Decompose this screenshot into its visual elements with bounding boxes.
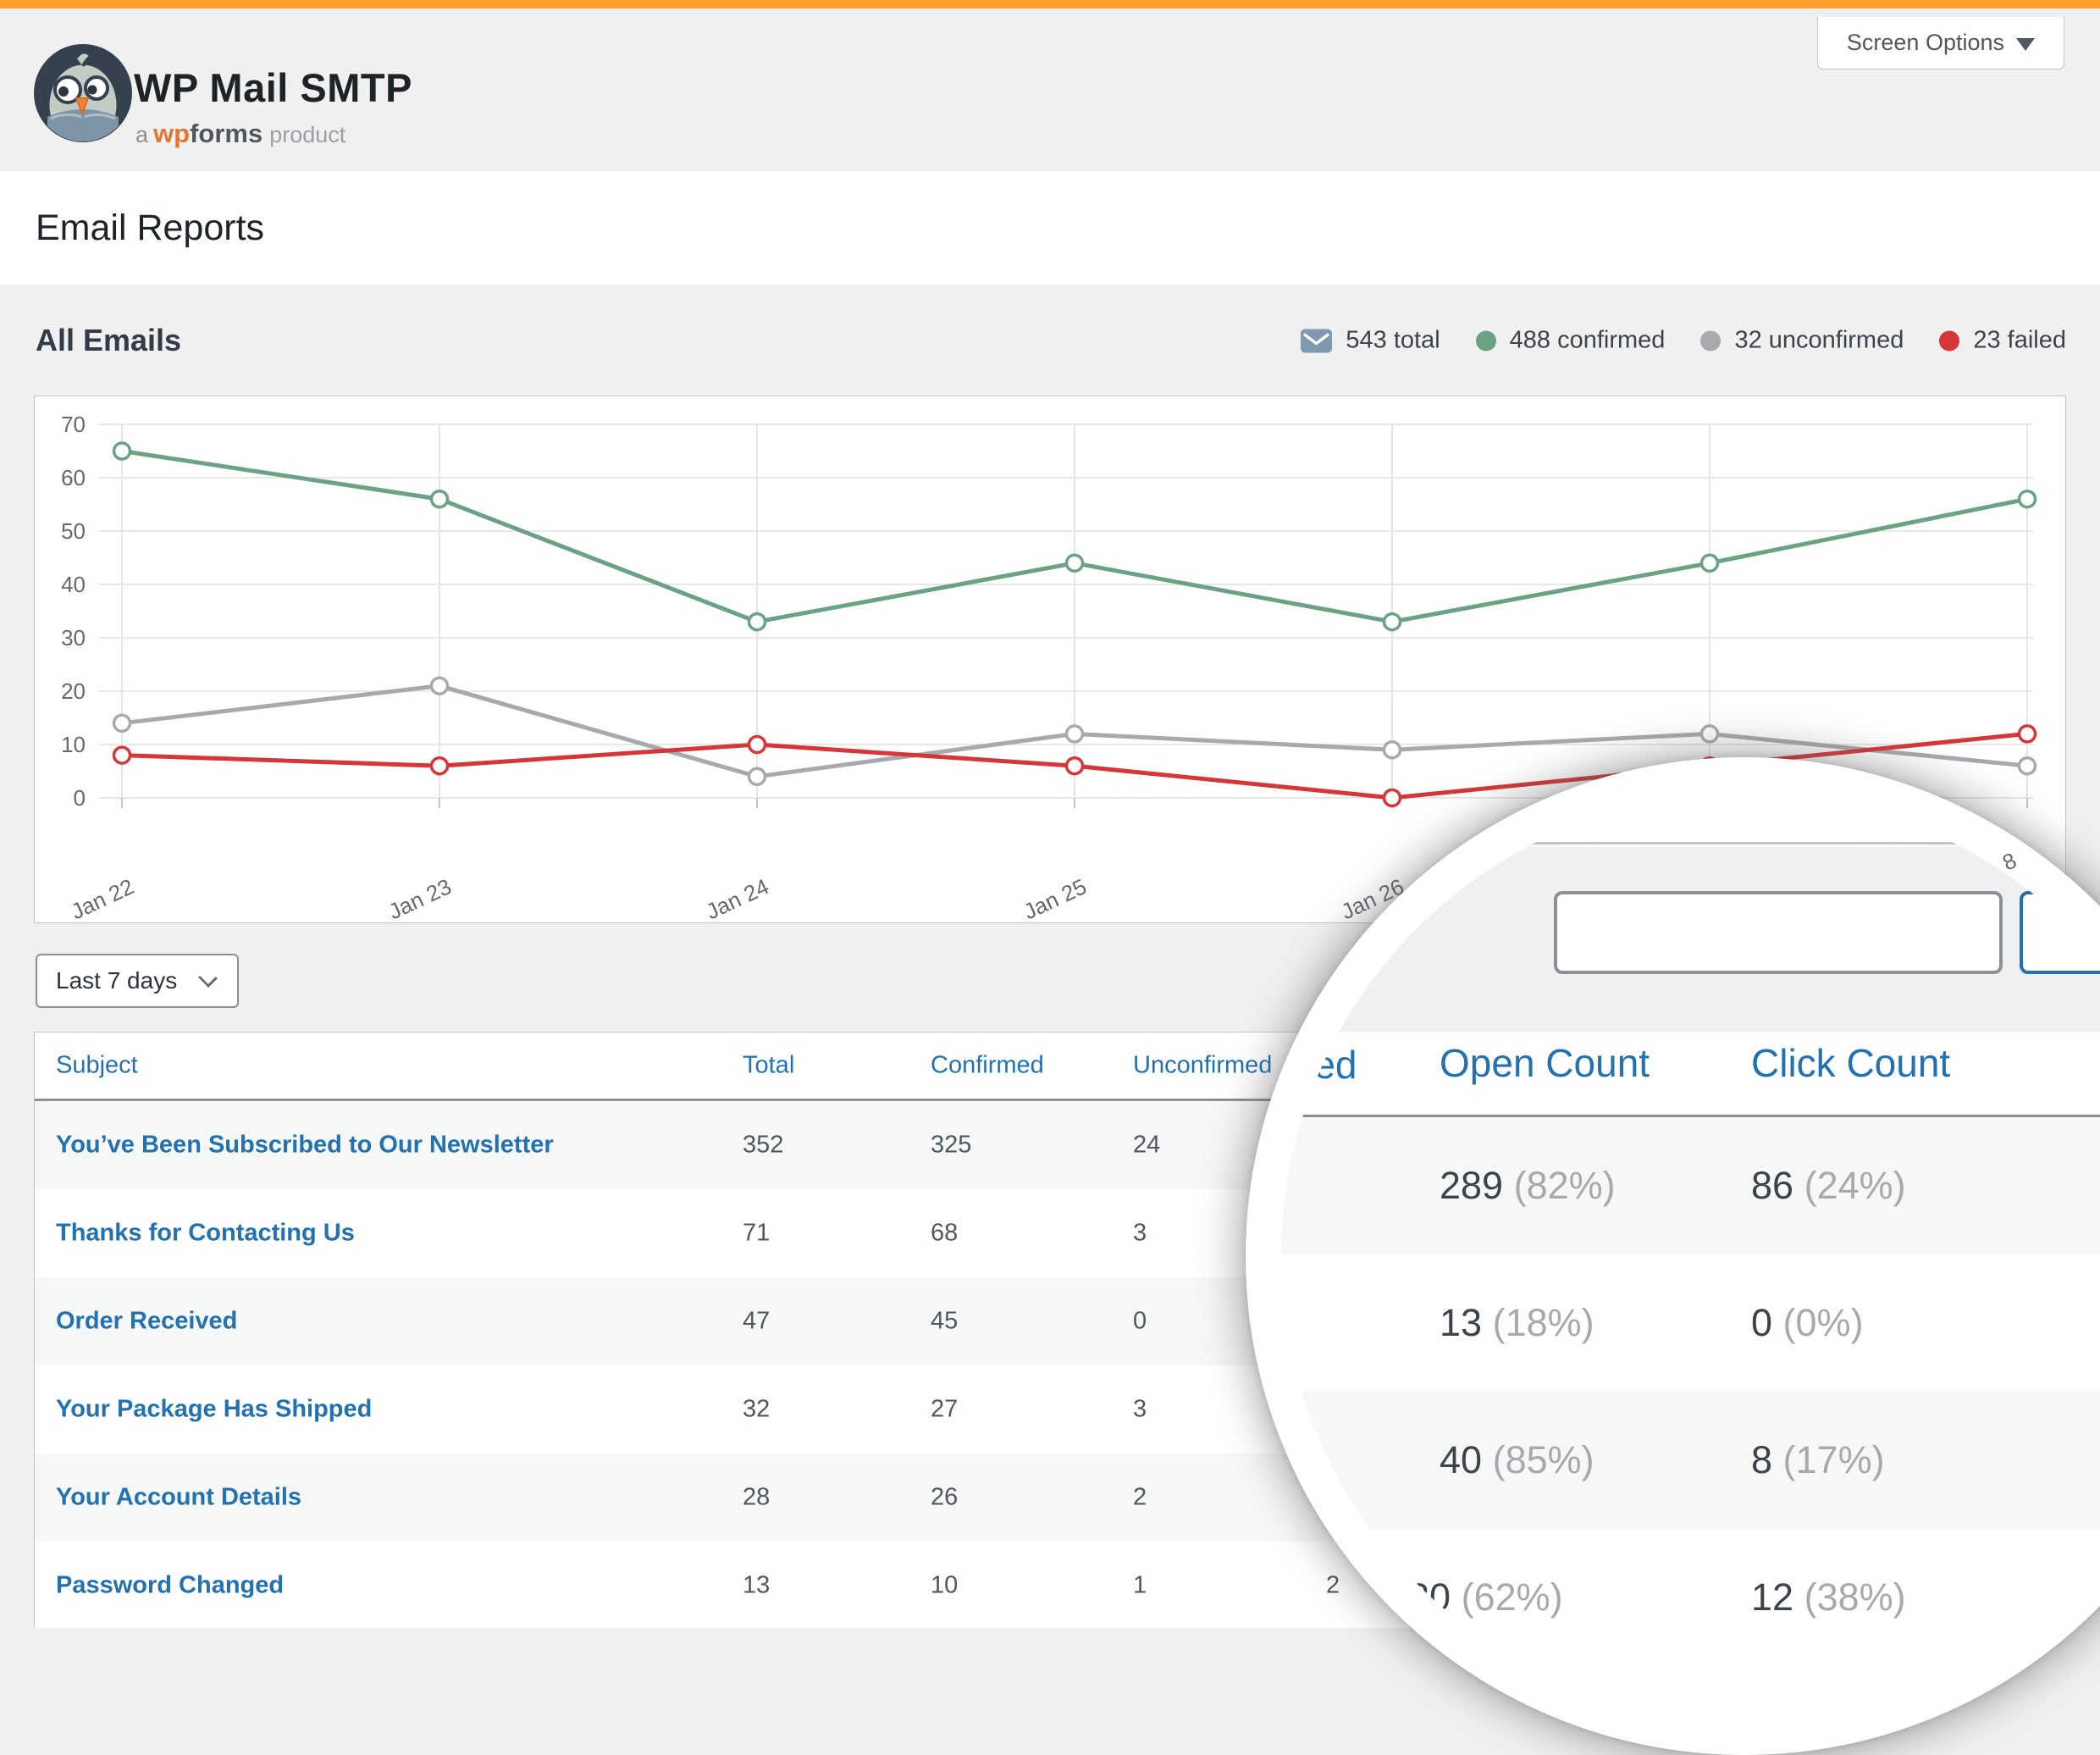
unconfirmed-value: 1 bbox=[1133, 1571, 1147, 1599]
section-title: All Emails bbox=[36, 323, 182, 357]
magnified-search-input bbox=[1554, 891, 2003, 974]
svg-text:Jan 23: Jan 23 bbox=[384, 873, 455, 922]
email-subject-link[interactable]: Order Received bbox=[56, 1307, 238, 1335]
wp-mail-smtp-pigeon-logo bbox=[34, 44, 132, 142]
svg-text:10: 10 bbox=[61, 732, 86, 757]
date-range-select[interactable]: Last 7 days bbox=[36, 954, 239, 1008]
failed-dot-icon bbox=[1939, 330, 1960, 351]
magnified-open-count-header: Open Count bbox=[1440, 1041, 1650, 1085]
total-value: 71 bbox=[743, 1219, 771, 1247]
svg-text:40: 40 bbox=[61, 572, 86, 597]
column-header-subject[interactable]: Subject bbox=[56, 1051, 138, 1079]
confirmed-value: 68 bbox=[931, 1219, 959, 1247]
svg-text:30: 30 bbox=[61, 625, 86, 651]
brand-title: WP Mail SMTP bbox=[134, 65, 412, 110]
magnified-unconfirmed-fragment: med bbox=[1281, 1043, 1357, 1087]
column-header-total[interactable]: Total bbox=[743, 1051, 795, 1079]
magnified-header-divider bbox=[1281, 1115, 2100, 1118]
svg-text:60: 60 bbox=[61, 465, 86, 490]
brand-tagline: a wpforms product bbox=[135, 119, 346, 148]
svg-text:70: 70 bbox=[61, 412, 86, 437]
svg-text:20: 20 bbox=[61, 678, 86, 704]
magnified-row: 40 (85%) 8 (17%) bbox=[1281, 1392, 2100, 1529]
wpforms-forms: forms bbox=[190, 119, 263, 148]
magnified-row: 289 (82%) 86 (24%) bbox=[1281, 1117, 2100, 1254]
unconfirmed-value: 3 bbox=[1133, 1219, 1147, 1247]
top-accent-bar bbox=[0, 0, 2100, 8]
magnified-row: 20 (62%) 12 (38%) bbox=[1408, 1575, 1906, 1619]
confirmed-value: 10 bbox=[931, 1571, 959, 1599]
email-subject-link[interactable]: Your Package Has Shipped bbox=[56, 1395, 373, 1423]
envelope-icon bbox=[1301, 329, 1333, 352]
table-row: Thanks for Contacting Us 71 68 3 bbox=[35, 1189, 2065, 1277]
page-title-band: Email Reports bbox=[0, 171, 2100, 285]
unconfirmed-value: 24 bbox=[1133, 1131, 1161, 1159]
chart-legend: 543 total 488 confirmed 32 unconfirmed 2… bbox=[1301, 327, 2066, 355]
confirmed-dot-icon bbox=[1475, 330, 1496, 351]
email-subject-link[interactable]: You’ve Been Subscribed to Our Newsletter bbox=[56, 1131, 554, 1159]
magnified-chart-bottom bbox=[1281, 793, 2100, 844]
column-header-confirmed[interactable]: Confirmed bbox=[931, 1051, 1044, 1079]
legend-unconfirmed: 32 unconfirmed bbox=[1700, 327, 1904, 355]
email-subject-link[interactable]: Thanks for Contacting Us bbox=[56, 1219, 355, 1247]
screen-options-button[interactable]: Screen Options bbox=[1816, 17, 2064, 69]
legend-confirmed: 488 confirmed bbox=[1475, 327, 1665, 355]
table-row: Your Package Has Shipped 32 27 3 bbox=[35, 1365, 2065, 1453]
all-emails-section-head: All Emails 543 total 488 confirmed 32 un… bbox=[0, 310, 2100, 371]
legend-failed: 23 failed bbox=[1939, 327, 2066, 355]
unconfirmed-dot-icon bbox=[1700, 330, 1721, 351]
magnified-toolbar bbox=[1281, 847, 2100, 1032]
magnified-click-count-header: Click Count bbox=[1751, 1041, 1951, 1085]
chevron-down-icon bbox=[2016, 37, 2035, 51]
app-header: WP Mail SMTP a wpforms product Screen Opti… bbox=[0, 8, 2100, 171]
svg-text:Jan 24: Jan 24 bbox=[702, 873, 772, 922]
total-value: 28 bbox=[743, 1483, 771, 1511]
unconfirmed-value: 3 bbox=[1133, 1395, 1147, 1423]
email-subject-link[interactable]: Password Changed bbox=[56, 1571, 285, 1599]
wpforms-wp: wp bbox=[153, 119, 191, 148]
svg-text:0: 0 bbox=[74, 785, 86, 811]
email-subject-link[interactable]: Your Account Details bbox=[56, 1483, 302, 1511]
svg-text:Jan 25: Jan 25 bbox=[1020, 873, 1090, 922]
total-value: 47 bbox=[743, 1307, 771, 1335]
magnified-row: 13 (18%) 0 (0%) bbox=[1440, 1301, 1864, 1344]
magnified-table: med Open Count Click Count 289 (82%) 86 … bbox=[1281, 1032, 2100, 1719]
magnified-search-button bbox=[2020, 891, 2100, 974]
total-value: 32 bbox=[743, 1395, 771, 1423]
svg-text:Jan 22: Jan 22 bbox=[67, 873, 137, 922]
total-value: 13 bbox=[743, 1571, 771, 1599]
chevron-down-icon bbox=[198, 968, 218, 988]
legend-total: 543 total bbox=[1301, 327, 1440, 355]
confirmed-value: 27 bbox=[931, 1395, 959, 1423]
unconfirmed-value: 0 bbox=[1133, 1307, 1147, 1335]
table-header-divider bbox=[35, 1099, 2065, 1101]
page-title: Email Reports bbox=[36, 208, 265, 248]
confirmed-value: 45 bbox=[931, 1307, 959, 1335]
unconfirmed-value: 2 bbox=[1133, 1483, 1147, 1511]
column-header-unconfirmed[interactable]: Unconfirmed bbox=[1133, 1051, 1273, 1079]
total-value: 352 bbox=[743, 1131, 784, 1159]
confirmed-value: 26 bbox=[931, 1483, 959, 1511]
magnifier-overlay: med Open Count Click Count 289 (82%) 86 … bbox=[1246, 757, 2100, 1755]
confirmed-value: 325 bbox=[931, 1131, 972, 1159]
svg-text:50: 50 bbox=[61, 518, 86, 544]
